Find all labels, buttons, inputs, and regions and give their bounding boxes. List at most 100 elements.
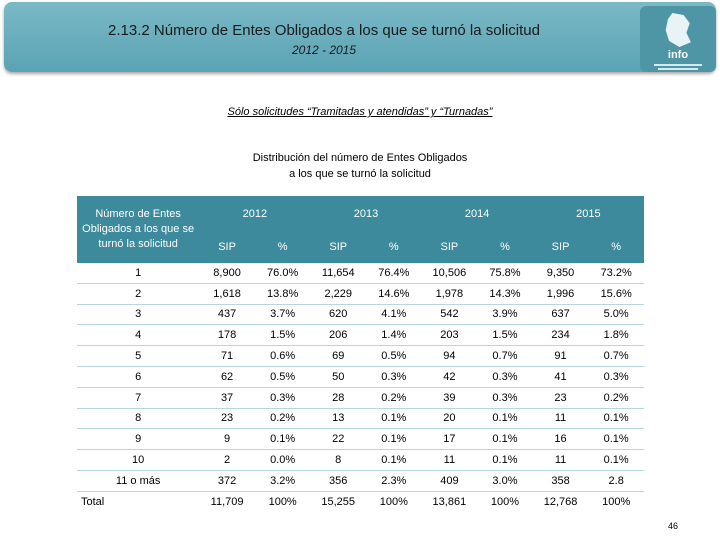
table-row: 6 62 0.5% 50 0.3% 42 0.3% 41 0.3%: [77, 366, 644, 388]
sip-cell: 41: [532, 366, 589, 388]
percent-cell: 0.0%: [254, 449, 311, 471]
percent-cell: 76.0%: [254, 263, 311, 284]
table-row: 2 1,618 13.8% 2,229 14.6% 1,978 14.3% 1,996 15.6…: [77, 283, 644, 305]
sip-cell: 620: [310, 304, 367, 326]
table-row: 8 23 0.2% 13 0.1% 20 0.1% 11 0.1%: [77, 408, 644, 430]
sip-cell: 37: [199, 387, 255, 409]
row-label: 2: [77, 283, 200, 305]
percent-cell: 0.2%: [254, 408, 311, 430]
table-row: 1 8,900 76.0% 11,654 76.4% 10,506 75.8% 9,350 73…: [77, 263, 644, 284]
sip-cell: 11,654: [310, 263, 367, 284]
sip-cell: 2: [199, 449, 255, 471]
percent-cell: 13.8%: [254, 283, 311, 305]
percent-cell: 76.4%: [366, 263, 422, 284]
percent-cell: 75.8%: [477, 263, 533, 284]
percent-cell: 0.3%: [588, 366, 644, 388]
sip-cell: 17: [421, 428, 478, 451]
percent-cell: 0.3%: [254, 387, 311, 409]
info-logo: info: [640, 6, 716, 72]
sip-cell: 50: [310, 366, 367, 388]
sip-cell: 20: [421, 408, 478, 430]
percent-cell: 0.1%: [477, 449, 533, 471]
year-header: 2012: [199, 196, 311, 231]
table-row: 11 o más 372 3.2% 356 2.3% 409 3.0% 358 2.8: [77, 470, 644, 492]
percent-cell: 73.2%: [588, 263, 644, 284]
sip-cell: 542: [421, 304, 478, 326]
row-label: 5: [77, 345, 200, 367]
percent-cell: 5.0%: [588, 304, 644, 326]
table-row: 3 437 3.7% 620 4.1% 542 3.9% 637 5.0%: [77, 304, 644, 326]
sip-cell: 234: [532, 324, 589, 347]
table-row: 9 9 0.1% 22 0.1% 17 0.1% 16 0.1%: [77, 428, 644, 451]
percent-cell: 4.1%: [366, 304, 422, 326]
percent-cell: 0.3%: [477, 366, 533, 388]
sip-cell: 409: [421, 470, 478, 492]
page-number: 46: [668, 521, 679, 531]
sip-cell: 11: [532, 408, 589, 430]
percent-cell: 0.3%: [366, 366, 422, 388]
logo-text: info: [667, 49, 689, 61]
logo-fineprint: [654, 64, 702, 66]
row-label: 1: [77, 263, 200, 284]
sip-cell: 10,506: [421, 263, 478, 284]
row-label: 8: [77, 408, 200, 430]
percent-cell: 2.8: [588, 470, 644, 492]
row-label: 4: [77, 324, 200, 347]
sub-header: %: [477, 231, 533, 263]
row-label: 9: [77, 428, 200, 451]
sip-cell: 206: [310, 324, 367, 347]
sip-cell: 2,229: [310, 283, 367, 305]
sub-header: SIP: [421, 231, 478, 263]
sip-cell: 69: [310, 345, 367, 367]
sip-cell: 11: [532, 449, 589, 471]
year-header: 2013: [310, 196, 422, 231]
page-subtitle: 2012 - 2015: [291, 43, 357, 57]
percent-cell: 0.1%: [588, 408, 644, 430]
percent-cell: 1.4%: [366, 324, 422, 347]
table-row: 5 71 0.6% 69 0.5% 94 0.7% 91 0.7%: [77, 345, 644, 367]
total-label: Total: [81, 495, 105, 508]
page-title: 2.13.2 Número de Entes Obligados a los q…: [108, 22, 540, 39]
percent-cell: 0.1%: [477, 408, 533, 430]
total-row: Total 11,709 100% 15,255 100% 13,861 100% 12,76…: [77, 491, 644, 511]
row-label: 6: [77, 366, 200, 388]
sip-cell: 16: [532, 428, 589, 451]
sip-cell: 94: [421, 345, 478, 367]
sip-cell: 91: [532, 345, 589, 367]
sub-header: %: [588, 231, 644, 263]
sip-cell: 178: [199, 324, 255, 347]
sip-cell: 1,978: [421, 283, 478, 305]
sip-cell: 358: [532, 470, 589, 492]
percent-cell: 3.9%: [477, 304, 533, 326]
sip-cell: 15,255: [321, 495, 356, 508]
year-header-row: Número de Entes Obligados a los que se t…: [77, 196, 644, 263]
percent-cell: 3.0%: [477, 470, 533, 492]
sip-cell: 11,709: [210, 495, 244, 508]
year-header: 2015: [532, 196, 644, 231]
sip-cell: 42: [421, 366, 478, 388]
sub-header: %: [254, 231, 311, 263]
sip-cell: 9: [199, 428, 255, 451]
filter-note: Sólo solicitudes “Tramitadas y atendidas…: [227, 106, 493, 118]
percent-cell: 1.8%: [588, 324, 644, 347]
percent-cell: 0.3%: [477, 387, 533, 409]
sip-cell: 11: [421, 449, 478, 471]
percent-cell: 0.1%: [477, 428, 533, 451]
sip-cell: 13: [310, 408, 367, 430]
percent-cell: 100%: [268, 495, 297, 508]
percent-cell: 0.1%: [366, 408, 422, 430]
sip-cell: 1,618: [199, 283, 255, 305]
percent-cell: 0.1%: [366, 428, 422, 451]
title-banner: 2.13.2 Número de Entes Obligados a los q…: [4, 2, 716, 72]
sub-header-row: SIP % SIP % SIP % SIP %: [77, 231, 644, 263]
percent-cell: 100%: [602, 495, 631, 508]
row-label: 3: [77, 304, 200, 326]
percent-cell: 0.5%: [254, 366, 311, 388]
percent-cell: 0.1%: [366, 449, 422, 471]
city-map-icon: [665, 13, 691, 47]
sip-cell: 356: [310, 470, 367, 492]
sub-header: SIP: [310, 231, 367, 263]
table-row: 10 2 0.0% 8 0.1% 11 0.1% 11 0.1%: [77, 449, 644, 471]
percent-cell: 3.2%: [254, 470, 311, 492]
percent-cell: 3.7%: [254, 304, 311, 326]
